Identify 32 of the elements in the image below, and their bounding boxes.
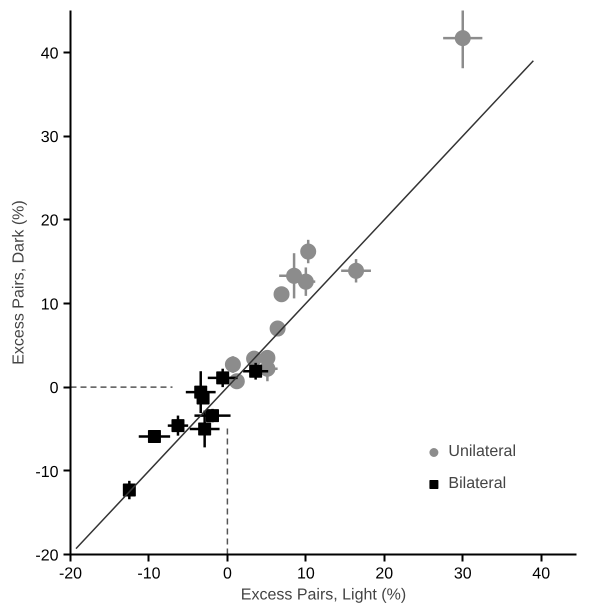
- point: [224, 356, 241, 373]
- x-tick-label: -20: [58, 566, 82, 582]
- y-tick-label: 10: [40, 296, 59, 314]
- legend-label: Bilateral: [448, 475, 506, 493]
- x-tick-label: 20: [375, 566, 394, 582]
- point: [198, 422, 212, 436]
- x-axis-title: Excess Pairs, Light (%): [240, 586, 406, 604]
- y-tick-label: 0: [50, 380, 59, 398]
- x-tick-label: 30: [454, 566, 472, 582]
- x-tick-label: 40: [532, 566, 550, 582]
- y-tick-label: 20: [40, 212, 59, 230]
- y-tick-label: 40: [40, 45, 59, 62]
- y-tick-label: -20: [35, 548, 59, 564]
- point: [286, 268, 302, 284]
- point: [249, 364, 262, 378]
- x-tick-label: 10: [296, 566, 315, 582]
- legend-label: Unilateral: [448, 443, 516, 461]
- point: [300, 244, 316, 260]
- point: [298, 274, 314, 290]
- y-tick-label: -10: [35, 464, 59, 481]
- point: [196, 391, 210, 404]
- point: [454, 30, 471, 46]
- point: [206, 409, 219, 422]
- x-tick-label: -10: [137, 566, 161, 582]
- point: [171, 419, 184, 432]
- y-tick-label: 30: [40, 129, 59, 146]
- point: [274, 286, 290, 302]
- point: [148, 430, 161, 443]
- point: [348, 262, 364, 279]
- point: [216, 371, 230, 384]
- y-axis-title: Excess Pairs, Dark (%): [10, 200, 28, 365]
- x-tick-label: 0: [222, 566, 232, 582]
